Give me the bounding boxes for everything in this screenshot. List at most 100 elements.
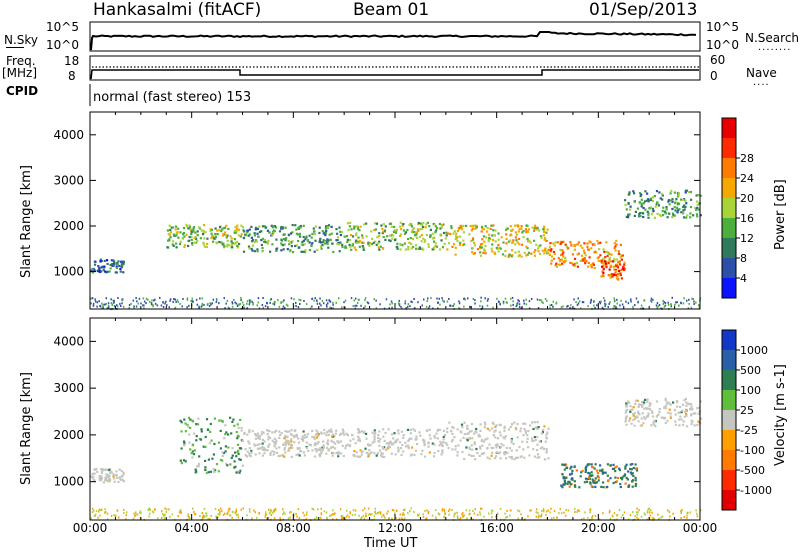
nsearch-label: N.Search <box>745 31 800 45</box>
power-colorbar-tick-3: 16 <box>740 212 754 225</box>
x-tick-4: 16:00 <box>479 521 514 535</box>
nave-tick-top: 60 <box>710 53 726 67</box>
power-band-1 <box>166 223 245 249</box>
nsky-legend-line <box>6 47 24 48</box>
nave-legend-dots: .... <box>753 77 770 88</box>
power-colorbar-tick-2: 12 <box>740 232 754 245</box>
frequency-strip <box>89 55 701 81</box>
power-band-4 <box>446 224 550 258</box>
station-title: Hankasalmi (fitACF) <box>93 0 262 20</box>
velocity-colorbar: -1000 -500 -100 -25 25 100 500 1000 <box>721 329 772 511</box>
power-colorbar-swatch-0 <box>722 278 736 298</box>
velocity-y-tick-0: 1000 <box>53 475 84 489</box>
x-tick-5: 20:00 <box>581 521 616 535</box>
velocity-y-tick-1: 2000 <box>53 428 84 442</box>
power-colorbar-swatch-8 <box>722 118 736 138</box>
power-band-7 <box>624 189 702 219</box>
velocity-band-5 <box>624 397 703 428</box>
noise-strip <box>89 21 701 52</box>
power-colorbar-swatch-7 <box>722 138 736 158</box>
frequency-line <box>90 69 699 80</box>
nsky-tick-bottom: 10^0 <box>46 38 79 52</box>
velocity-colorbar-tick-2: -100 <box>740 444 765 457</box>
power-axis: 1000 2000 3000 4000 <box>53 112 701 309</box>
velocity-colorbar-tick-7: 1000 <box>740 344 768 357</box>
power-y-tick-3: 4000 <box>53 128 84 142</box>
x-tick-1: 04:00 <box>174 521 209 535</box>
power-colorbar-tick-5: 24 <box>740 172 754 185</box>
velocity-band-0 <box>90 467 125 484</box>
power-ylabel: Slant Range [km] <box>19 165 34 278</box>
power-band-0 <box>90 258 125 274</box>
velocity-colorbar-swatch-2 <box>722 450 736 470</box>
velocity-colorbar-swatch-5 <box>722 390 736 410</box>
velocity-data <box>90 397 703 522</box>
velocity-ground-scatter <box>90 507 702 522</box>
beam-title: Beam 01 <box>353 0 430 20</box>
power-colorbar: 4 8 12 16 20 24 28 <box>721 117 754 299</box>
velocity-colorbar-tick-3: -25 <box>740 424 758 437</box>
power-panel: 1000 2000 3000 4000 <box>53 111 702 311</box>
freq-tick-bottom: 8 <box>68 69 76 83</box>
nsearch-tick-bottom: 10^0 <box>706 38 739 52</box>
power-band-6 <box>600 260 626 281</box>
velocity-band-2 <box>243 428 448 459</box>
power-colorbar-swatch-6 <box>722 158 736 178</box>
velocity-colorbar-tick-5: 100 <box>740 384 761 397</box>
velocity-colorbar-tick-6: 500 <box>740 364 761 377</box>
x-axis-label: Time UT <box>364 536 418 551</box>
cpid-text: normal (fast stereo) 153 <box>93 90 252 105</box>
freq-label-1: Freq. <box>6 54 36 68</box>
power-colorbar-swatch-1 <box>722 258 736 278</box>
velocity-band-3 <box>446 421 550 461</box>
velocity-colorbar-swatch-3 <box>722 430 736 450</box>
x-tick-6: 00:00 <box>683 521 718 535</box>
power-band-5 <box>547 239 626 270</box>
power-y-tick-0: 1000 <box>53 265 84 279</box>
power-colorbar-tick-1: 8 <box>740 252 747 265</box>
power-colorbar-swatch-5 <box>722 178 736 198</box>
nave-tick-bottom: 0 <box>710 69 718 83</box>
velocity-axis: 1000 2000 3000 4000 <box>53 318 701 520</box>
velocity-colorbar-tick-1: -500 <box>740 464 765 477</box>
x-tick-3: 12:00 <box>378 521 413 535</box>
x-axis: 00:00 04:00 08:00 12:00 16:00 20:00 00:00 <box>73 521 718 535</box>
velocity-colorbar-tick-0: -1000 <box>740 484 772 497</box>
velocity-colorbar-swatch-0 <box>722 490 736 510</box>
velocity-colorbar-swatch-1 <box>722 470 736 490</box>
nsky-label: N.Sky <box>4 33 39 47</box>
power-colorbar-label: Power [dB] <box>773 179 788 250</box>
date-title: 01/Sep/2013 <box>589 0 698 20</box>
power-colorbar-swatch-4 <box>722 198 736 218</box>
nsearch-tick-top: 10^5 <box>706 20 739 34</box>
nsearch-legend-dots: ........ <box>758 42 792 53</box>
power-colorbar-tick-4: 20 <box>740 192 754 205</box>
nave-label: Nave <box>746 66 777 80</box>
velocity-y-tick-3: 4000 <box>53 334 84 348</box>
velocity-band-4 <box>560 463 639 489</box>
freq-tick-top: 18 <box>64 54 80 68</box>
power-colorbar-tick-6: 28 <box>740 152 754 165</box>
velocity-colorbar-swatch-4 <box>722 410 736 430</box>
velocity-y-tick-2: 3000 <box>53 381 84 395</box>
freq-label-2: [MHz] <box>2 66 38 80</box>
power-colorbar-swatch-3 <box>722 218 736 238</box>
velocity-colorbar-swatch-7 <box>722 350 736 370</box>
velocity-colorbar-label: Velocity [m s-1] <box>773 364 788 466</box>
power-ground-scatter <box>90 296 702 311</box>
x-tick-2: 08:00 <box>276 521 311 535</box>
power-y-tick-2: 3000 <box>53 173 84 187</box>
x-tick-0: 00:00 <box>73 521 108 535</box>
power-colorbar-swatch-2 <box>722 238 736 258</box>
velocity-ylabel: Slant Range [km] <box>19 372 34 485</box>
cpid-label: CPID <box>6 84 39 98</box>
velocity-panel: 1000 2000 3000 4000 <box>53 317 703 522</box>
velocity-band-1 <box>179 416 244 474</box>
noise-line <box>90 31 697 51</box>
velocity-colorbar-swatch-8 <box>722 330 736 350</box>
power-band-2 <box>242 224 347 254</box>
velocity-colorbar-tick-4: 25 <box>740 404 754 417</box>
power-data <box>90 189 702 311</box>
nsky-tick-top: 10^5 <box>46 20 79 34</box>
